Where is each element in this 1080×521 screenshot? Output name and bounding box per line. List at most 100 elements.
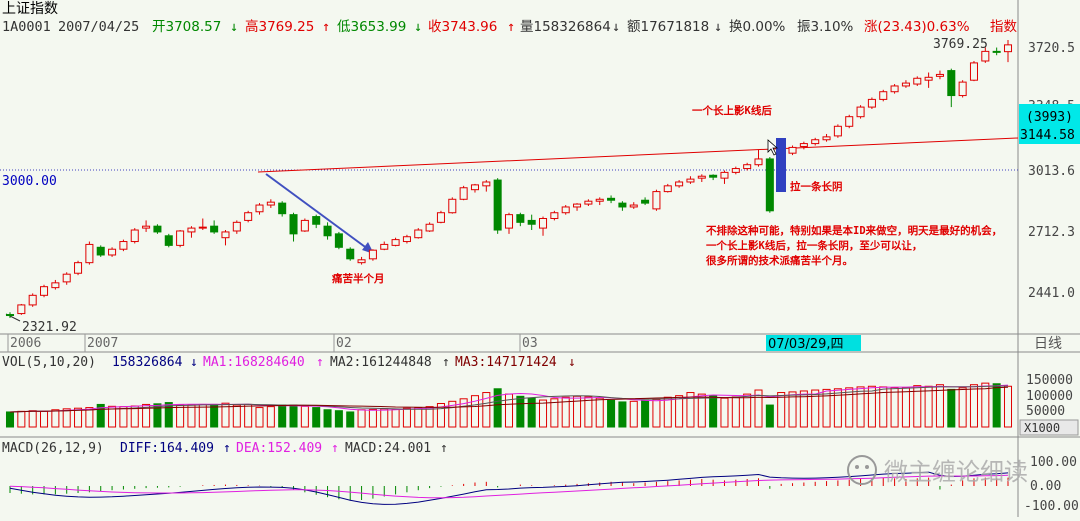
volume-bar xyxy=(414,407,423,428)
candle-body xyxy=(947,70,956,97)
volume-bar xyxy=(96,403,105,428)
volume-bar xyxy=(368,408,377,428)
macd-dea: DEA:152.409 xyxy=(236,441,322,456)
volume-bar xyxy=(981,382,990,428)
volume-bar xyxy=(17,410,26,428)
time-label: 03 xyxy=(522,336,538,351)
volume-bar xyxy=(300,405,309,428)
candle-body xyxy=(935,73,944,77)
candle-body xyxy=(856,106,865,118)
candle-body xyxy=(51,282,60,289)
candle-body xyxy=(607,197,616,201)
candle-body xyxy=(629,204,638,208)
open-price: 开3708.57 xyxy=(152,19,221,35)
date-highlight: 07/03/29,四 xyxy=(768,337,844,352)
volume-bar xyxy=(935,384,944,428)
open-arrow: ↓ xyxy=(230,19,238,35)
watermark-text: 微主缠论细读 xyxy=(884,458,1028,486)
volume-bar xyxy=(822,388,831,428)
volume-bar xyxy=(924,385,933,428)
candle-body xyxy=(130,229,139,243)
candle-body xyxy=(595,198,604,202)
candle-body xyxy=(74,262,83,274)
current-price-box xyxy=(1019,104,1080,144)
macd-header: MACD(26,12,9) DIFF:164.409 ↑ DEA:152.409… xyxy=(2,441,448,456)
price-tick: 2441.0 xyxy=(1028,286,1075,301)
volume-bar xyxy=(470,395,479,428)
long-yin-highlight-bar xyxy=(776,138,786,192)
candle-body xyxy=(391,239,400,246)
volume-bar xyxy=(641,399,650,428)
candle-body xyxy=(527,219,536,225)
price-tick: 2712.3 xyxy=(1028,225,1075,240)
annotation-half-month: 痛苦半个月 xyxy=(331,272,385,285)
volume-bar xyxy=(346,411,355,428)
candle-body xyxy=(822,136,831,141)
close-arrow: ↑ xyxy=(507,19,515,35)
candle-body xyxy=(663,185,672,193)
current-price: 3144.58 xyxy=(1020,128,1075,143)
candle-body xyxy=(720,171,729,179)
volume-bar xyxy=(482,392,491,428)
candle-body xyxy=(368,249,377,260)
candle-body xyxy=(357,259,366,264)
candle-body xyxy=(731,168,740,173)
vol-ma1-arrow: ↑ xyxy=(316,355,324,370)
low-marker: 2321.92 xyxy=(22,320,77,335)
candle-body xyxy=(17,304,26,315)
macd-tick: 100.00 xyxy=(1030,455,1077,470)
candle-body xyxy=(300,219,309,232)
stock-code: 1A0001 xyxy=(2,19,51,35)
candle-body xyxy=(992,50,1001,53)
amplitude-value: 振3.10% xyxy=(797,19,854,35)
volume-bar xyxy=(720,397,729,428)
quote-header: 1A0001 2007/04/25 开3708.57 ↓ 高3769.25 ↑ … xyxy=(2,18,1018,35)
candle-body xyxy=(198,226,207,229)
high-arrow: ↑ xyxy=(322,19,330,35)
trend-line xyxy=(257,137,1019,173)
candle-body xyxy=(278,202,287,215)
candle-body xyxy=(96,246,105,256)
current-count: (3993) xyxy=(1026,110,1073,125)
volume-bar xyxy=(618,401,627,428)
watermark: 微主缠论细读 xyxy=(847,455,1028,486)
candle-body xyxy=(652,191,661,210)
volume-bar xyxy=(164,402,173,428)
volume-bar xyxy=(323,409,332,428)
mouse-cursor-icon xyxy=(767,139,779,156)
volume-bar xyxy=(255,407,264,428)
candle-body xyxy=(584,200,593,205)
candle-body xyxy=(85,243,94,264)
macd-axis: 100.00 0.00 -100.00 xyxy=(1024,455,1079,514)
volume-bars-group xyxy=(5,382,1013,428)
candle-body xyxy=(482,181,491,187)
vol-arrow: ↓ xyxy=(190,355,198,370)
macd-value: MACD:24.001 xyxy=(345,441,431,456)
volume-bar xyxy=(709,395,718,428)
close-price: 收3743.96 xyxy=(428,19,497,35)
volume-bar xyxy=(856,386,865,428)
vol-ma2-arrow: ↑ xyxy=(442,355,450,370)
vol-value: 158326864 xyxy=(112,355,183,370)
volume-bar xyxy=(652,398,661,428)
volume-bar xyxy=(992,383,1001,428)
macd-diff-arrow: ↑ xyxy=(223,441,231,456)
candle-body xyxy=(901,82,910,87)
volume-bar xyxy=(108,405,117,428)
volume-bar xyxy=(436,403,445,428)
high-price: 高3769.25 xyxy=(245,18,314,35)
candle-body xyxy=(142,225,151,229)
candle-body xyxy=(470,184,479,191)
volume-bar xyxy=(539,399,548,428)
volume-bar xyxy=(1003,385,1013,428)
candle-body xyxy=(232,221,241,232)
candle-body xyxy=(62,273,71,283)
volume-bar xyxy=(40,410,49,428)
candle-body xyxy=(618,202,627,208)
candle-body xyxy=(425,223,434,232)
candle-body xyxy=(402,236,411,243)
volume-bar xyxy=(119,406,128,428)
candle-body xyxy=(981,50,990,62)
